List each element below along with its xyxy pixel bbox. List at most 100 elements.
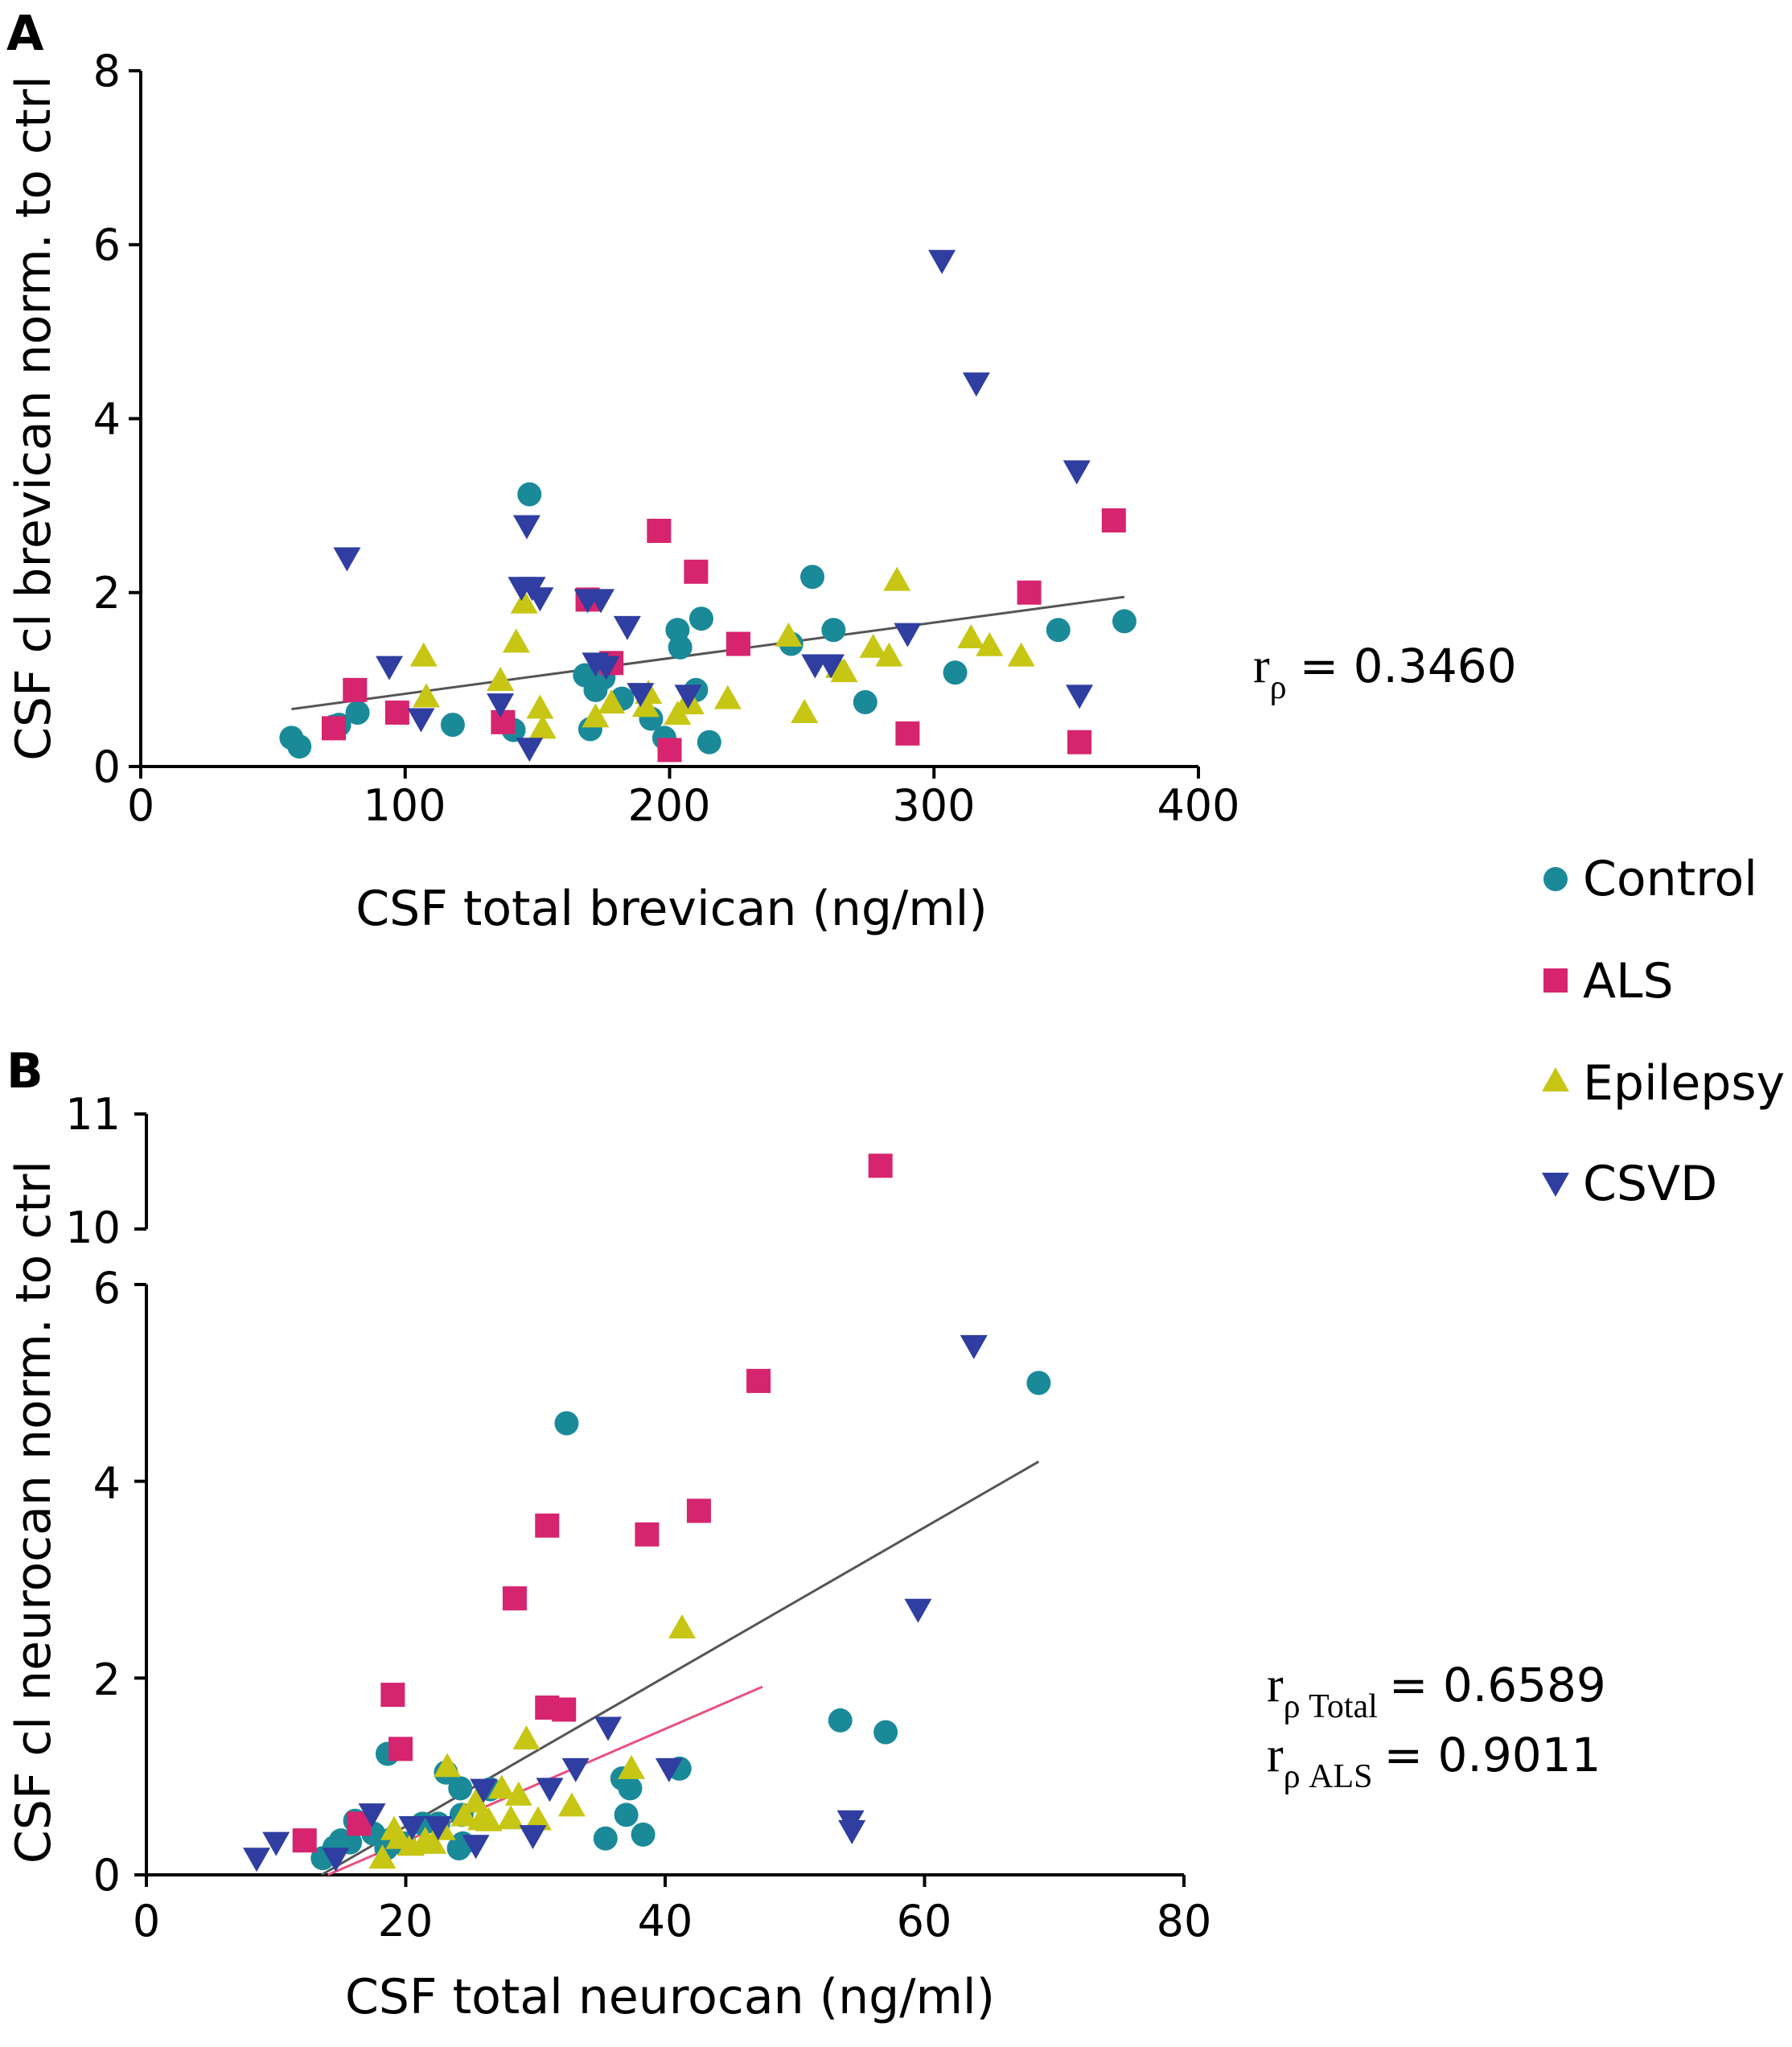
x-tick-label: 400 [1157,780,1239,831]
data-point-circle [345,700,370,725]
data-point-triangle-down [1066,684,1094,709]
data-point-triangle-up [510,589,538,614]
panel-a-y-tick-labels: 0 2 4 6 8 [93,46,121,792]
data-point-triangle-down [587,589,615,614]
corr-value: = 0.3460 [1300,639,1517,693]
data-point-triangle-down [655,1757,683,1782]
panel-b-x-axis-label: CSF total neurocan (ng/ml) [345,1969,995,2025]
data-point-triangle-down [962,372,990,397]
data-point-triangle-up [512,1725,540,1750]
panel-b: B 0 2 4 6 10 11 0 20 40 60 80 CSF total … [6,1043,1606,2025]
legend-label: CSVD [1583,1156,1717,1212]
data-point-square [384,700,409,725]
legend-marker-circle [1543,867,1568,891]
legend-item-csvd: CSVD [1542,1156,1717,1212]
x-tick-label: 20 [378,1896,434,1946]
data-point-circle [554,1411,579,1436]
x-tick-label: 60 [897,1896,952,1946]
data-point-triangle-up [557,1792,586,1817]
data-point-triangle-down [358,1803,386,1828]
data-point-triangle-up [582,703,610,728]
data-point-square [686,1498,711,1523]
data-point-circle [614,1802,639,1827]
data-point-circle [697,730,721,754]
data-point-triangle-down [592,656,620,680]
data-point-triangle-up [434,1753,462,1778]
fit-line-total [320,1460,1040,1876]
data-point-circle [821,618,846,643]
data-point-triangle-up [631,693,660,717]
data-point-triangle-down [928,249,956,274]
data-point-triangle-down [674,684,702,709]
data-point-triangle-up [976,631,1004,656]
data-point-triangle-up [1007,642,1035,667]
data-point-circle [853,689,878,714]
data-point-circle [618,1776,643,1801]
panel-b-x-tick-marks [145,1875,1186,1887]
panel-a-x-tick-marks [139,767,1200,779]
data-point-triangle-up [791,698,819,723]
data-point-triangle-down [838,1819,866,1844]
data-point-triangle-down [407,708,435,733]
corr-subscript: ρ Total [1284,1688,1378,1725]
data-point-triangle-down [904,1598,932,1623]
x-tick-label: 100 [363,780,446,831]
data-point-triangle-down [960,1334,988,1359]
data-point-triangle-down [462,1835,490,1860]
data-point-square [1067,730,1092,754]
data-point-triangle-up [875,642,903,667]
data-point-triangle-down [519,1825,547,1850]
data-point-square [380,1683,405,1708]
data-point-triangle-up [883,566,911,591]
panel-a-y-axis-label: CSF cl brevican norm. to ctrl [6,76,62,761]
data-point-triangle-up [598,689,626,714]
data-point-square [1101,508,1126,533]
panel-a-axes [129,69,1200,779]
data-point-triangle-up [668,1613,696,1638]
data-point-circle [631,1822,656,1847]
data-point-circle [1046,618,1071,643]
x-tick-label: 0 [133,1896,160,1946]
data-point-triangle-down [526,587,554,612]
data-point-square [321,716,346,741]
data-point-triangle-down [262,1831,290,1856]
legend-item-epilepsy: Epilepsy [1542,1055,1785,1112]
data-point-triangle-down [613,615,641,640]
data-point-circle [1026,1371,1051,1395]
data-point-triangle-up [409,642,438,667]
data-point-triangle-up [502,628,530,653]
data-point-triangle-down [243,1848,271,1872]
data-point-triangle-down [627,683,655,708]
data-point-square [1017,580,1042,605]
corr-value: = 0.9011 [1383,1728,1601,1782]
data-point-square [388,1737,413,1761]
data-point-triangle-down [561,1757,590,1782]
data-point-triangle-down [424,1816,452,1841]
panel-a-y-tick-marks [129,69,141,768]
data-point-triangle-up [450,1802,479,1827]
data-point-square [491,709,516,734]
data-point-triangle-down [536,1778,564,1802]
panel-a-label: A [6,6,44,62]
corr-prefix: r [1267,1728,1284,1782]
data-point-circle [1112,609,1136,634]
data-point-triangle-up [497,1805,525,1830]
corr-subscript: ρ ALS [1284,1758,1373,1795]
y-tick-label: 4 [93,1458,121,1509]
y-tick-label: 6 [93,220,121,270]
panel-b-correlation-total: rρ Total = 0.6589 [1267,1658,1606,1725]
data-point-square [725,631,750,656]
data-point-triangle-down [516,738,544,762]
data-point-triangle-up [526,694,554,719]
legend-label: Epilepsy [1583,1055,1785,1112]
data-point-square [684,559,709,584]
corr-value: = 0.6589 [1389,1658,1606,1712]
data-point-circle [668,635,693,660]
data-point-triangle-down [398,1816,426,1841]
data-point-square [292,1828,317,1853]
data-point-triangle-up [475,1807,503,1831]
data-point-circle [943,660,968,685]
data-point-triangle-down [594,1716,623,1741]
data-point-triangle-up [504,1781,532,1806]
